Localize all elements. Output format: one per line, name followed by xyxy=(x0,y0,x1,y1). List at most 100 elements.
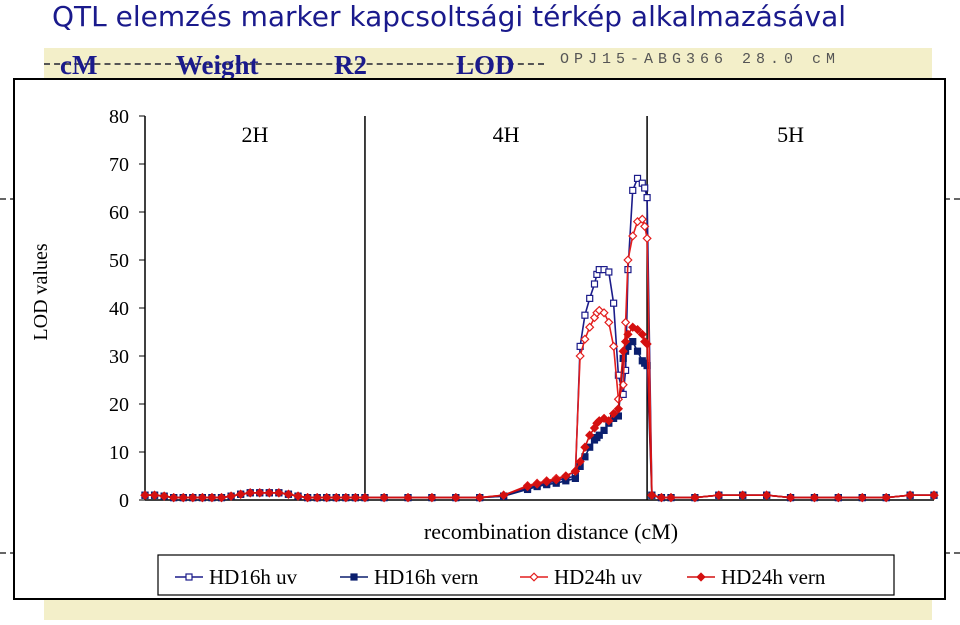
series-hd16h-vern xyxy=(141,338,938,502)
x-axis-label: recombination distance (cM) xyxy=(424,519,678,544)
data-point xyxy=(604,416,614,426)
chromosome-regions: 2H 4H 5H xyxy=(242,116,804,500)
background-header-lod: LOD xyxy=(456,50,515,80)
data-point xyxy=(586,294,594,302)
legend-label: HD24h vern xyxy=(721,565,826,589)
data-point xyxy=(571,474,579,482)
data-point xyxy=(620,336,631,347)
data-point xyxy=(245,488,255,498)
data-point xyxy=(656,492,667,503)
data-point xyxy=(610,299,618,307)
data-point xyxy=(738,490,748,500)
chart-frame: 0 10 20 30 40 50 60 70 80 2H 4H 5H LOD values reco… xyxy=(13,78,946,600)
data-point xyxy=(542,477,552,487)
background-marker-label: OPJ15-ABG366 28.0 cM xyxy=(560,51,841,68)
data-point xyxy=(379,492,389,503)
y-axis-label: LOD values xyxy=(30,243,52,340)
data-point xyxy=(451,492,461,503)
data-point xyxy=(833,492,844,503)
data-point xyxy=(522,481,533,492)
data-point xyxy=(714,490,724,500)
data-point xyxy=(188,492,198,503)
data-point xyxy=(331,492,341,503)
data-point xyxy=(604,317,614,328)
series-hd24h-uv xyxy=(140,214,939,503)
data-point xyxy=(498,490,509,500)
series-layer xyxy=(140,174,939,503)
series-line xyxy=(145,218,934,499)
data-point xyxy=(881,492,891,503)
data-point xyxy=(207,492,217,503)
data-point xyxy=(197,492,208,503)
background-header-r2: R2 xyxy=(334,50,367,80)
lod-line-chart: 0 10 20 30 40 50 60 70 80 2H 4H 5H LOD values reco… xyxy=(30,106,939,596)
data-point xyxy=(623,255,633,265)
data-point xyxy=(905,490,915,500)
legend-swatch-marker xyxy=(529,572,539,582)
data-point xyxy=(293,491,303,501)
data-point xyxy=(302,492,313,503)
data-point xyxy=(608,408,619,419)
data-point xyxy=(628,231,638,241)
data-point xyxy=(140,490,150,500)
y-tick-label: 20 xyxy=(109,394,129,416)
data-point xyxy=(608,341,619,352)
data-point xyxy=(643,193,651,202)
series-line xyxy=(145,326,934,499)
data-point xyxy=(178,492,188,503)
y-tick-label: 50 xyxy=(109,250,129,272)
data-point xyxy=(159,491,169,501)
data-point xyxy=(640,221,650,232)
data-point xyxy=(551,475,561,485)
y-tick-label: 0 xyxy=(119,490,129,512)
legend-label: HD24h uv xyxy=(554,565,643,589)
data-point xyxy=(629,338,637,346)
data-point xyxy=(666,492,676,503)
series-hd16h-uv xyxy=(141,174,938,502)
background-dashed-rule xyxy=(44,63,544,65)
data-point xyxy=(629,186,637,195)
data-point xyxy=(690,492,700,503)
legend-swatch-marker xyxy=(350,573,358,581)
data-point xyxy=(585,430,595,440)
data-point xyxy=(605,268,613,276)
data-point xyxy=(274,488,284,498)
series-hd24h-vern xyxy=(140,322,939,503)
background-table-header: cM Weight R2 LOD xyxy=(44,48,932,80)
data-point xyxy=(235,489,246,499)
chart-legend: HD16h uv HD16h vern HD24h uv HD24h vern xyxy=(157,554,895,596)
data-point xyxy=(475,492,485,503)
data-point xyxy=(642,339,652,349)
y-tick-label: 60 xyxy=(109,202,129,224)
data-point xyxy=(599,308,609,318)
data-point xyxy=(785,492,796,503)
y-tick-label: 10 xyxy=(109,442,129,464)
data-point xyxy=(590,280,599,288)
data-point xyxy=(857,492,867,503)
data-point xyxy=(647,490,657,500)
data-point xyxy=(216,492,227,503)
y-tick-label: 70 xyxy=(109,154,129,176)
legend-label: HD16h vern xyxy=(374,565,479,589)
data-point xyxy=(570,466,581,476)
data-point xyxy=(255,488,265,498)
data-point xyxy=(575,456,585,467)
data-point xyxy=(350,492,361,503)
data-point xyxy=(623,329,633,340)
data-point xyxy=(809,492,820,503)
data-point xyxy=(600,426,608,434)
data-point xyxy=(149,490,160,500)
y-tick-label: 30 xyxy=(109,346,129,368)
y-tick-label: 40 xyxy=(109,298,129,320)
data-point xyxy=(264,488,274,498)
background-header-cm: cM xyxy=(60,50,98,80)
data-point xyxy=(637,214,647,224)
data-point xyxy=(620,317,631,328)
data-point xyxy=(169,492,179,503)
slide-title: QTL elemzés marker kapcsoltsági térkép a… xyxy=(52,0,847,33)
region-label-5h: 5H xyxy=(777,122,804,147)
legend-swatch-marker xyxy=(185,573,193,581)
data-point xyxy=(312,492,322,503)
data-point xyxy=(641,184,649,192)
data-point xyxy=(532,479,542,489)
